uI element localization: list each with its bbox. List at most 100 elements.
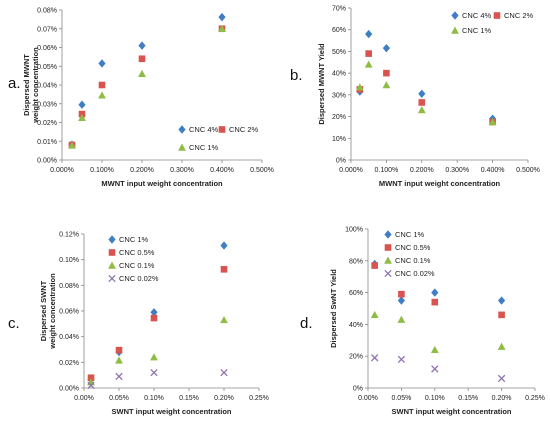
series (371, 259, 506, 305)
series (68, 12, 226, 149)
series (356, 50, 496, 126)
data-point (497, 374, 506, 383)
legend-label: CNC 1% (462, 26, 492, 35)
data-point (365, 50, 372, 57)
data-point (355, 83, 364, 91)
data-point (498, 296, 506, 305)
y-tick-label: 0.07% (37, 26, 57, 33)
data-point (382, 43, 390, 53)
y-axis-title-line: Dispersed SWNT (39, 280, 48, 341)
series (87, 368, 228, 390)
data-point (417, 106, 426, 114)
data-point (87, 381, 95, 390)
y-tick-label: 0.03% (37, 101, 57, 108)
legend: CNC 4% CNC 2% CNC 1% (451, 11, 534, 35)
legend: CNC 1% CNC 0.5% CNC 0.1% CNC 0.02% (108, 235, 159, 283)
y-tick-label: 20% (349, 354, 363, 361)
y-tick-label: 70% (332, 6, 346, 13)
y-tick-label: 40% (332, 71, 346, 78)
legend-marker (451, 26, 459, 34)
data-point (150, 308, 158, 317)
x-tick-label: 0.500% (516, 167, 540, 174)
y-tick-label: 50% (332, 49, 346, 56)
x-tick-label: 0.300% (170, 167, 194, 174)
y-axis-title-line: weight concentration (48, 273, 57, 350)
legend-marker (108, 249, 116, 256)
data-point (218, 24, 226, 32)
data-point (115, 356, 123, 364)
x-tick-label: 0.000% (339, 167, 363, 174)
x-tick-label: 0.10% (425, 395, 445, 402)
legend-marker (178, 125, 186, 134)
data-point (365, 29, 373, 39)
y-tick-label: 0.02% (59, 360, 79, 367)
legend-marker (384, 256, 392, 264)
y-tick-label: 0% (353, 386, 363, 393)
series (68, 24, 226, 149)
y-tick-label: 0.12% (59, 232, 79, 239)
y-axis-title: Dispersed SWNTweight concentration (39, 273, 57, 350)
legend: CNC 4% CNC 2% CNC 1% (178, 125, 259, 152)
y-axis-title-line: Dispersed SwNT Yield (329, 269, 338, 348)
panel-label: b. (290, 67, 303, 84)
data-point (397, 315, 406, 323)
data-point (115, 372, 123, 381)
x-axis-title: SWNT input weight concentration (112, 407, 232, 416)
panel-label: d. (300, 315, 313, 332)
legend-label: CNC 0.5% (119, 248, 155, 257)
panel-1: b. 0% 10% 20% 30% 40% 50% 60% 70% 0.000% 0.100% 0.2… (290, 6, 540, 189)
y-tick-label: 80% (349, 258, 363, 265)
legend-label: CNC 0.5% (395, 243, 431, 252)
y-tick-label: 60% (349, 290, 363, 297)
x-tick-label: 0.20% (214, 395, 234, 402)
y-axis-title: Dispersed SwNT Yield (329, 269, 338, 348)
x-tick-label: 0.00% (358, 395, 378, 402)
data-point (87, 374, 95, 382)
legend-label: CNC 1% (189, 143, 219, 152)
data-point (488, 118, 497, 126)
x-tick-label: 0.200% (130, 167, 154, 174)
data-point (78, 100, 86, 109)
series (355, 60, 497, 126)
legend-marker (178, 143, 186, 151)
series (371, 262, 505, 319)
panel-label: a. (8, 75, 21, 92)
data-point (418, 99, 426, 106)
legend: CNC 1% CNC 0.5% CNC 0.1% CNC 0.02% (384, 230, 435, 278)
data-point (138, 69, 146, 77)
y-tick-label: 100% (345, 227, 363, 234)
legend-label: CNC 2% (504, 11, 534, 20)
data-point (220, 315, 228, 324)
y-tick-label: 0.05% (37, 64, 57, 71)
y-axis-title-line: Dispersed MWNT (22, 54, 31, 116)
data-point (418, 89, 426, 98)
legend-label: CNC 0.1% (119, 261, 155, 270)
y-tick-label: 10% (332, 136, 346, 143)
data-point (497, 342, 506, 350)
x-tick-label: 0.25% (525, 395, 545, 402)
legend-label: CNC 4% (462, 11, 492, 20)
legend-marker (108, 274, 116, 283)
y-tick-label: 30% (332, 92, 346, 99)
data-point (431, 298, 439, 306)
legend-marker (108, 235, 116, 244)
legend-label: CNC 0.02% (119, 274, 159, 283)
data-point (150, 368, 158, 377)
legend-marker (493, 12, 501, 19)
data-point (498, 311, 505, 319)
y-tick-label: 0.06% (59, 309, 79, 316)
legend-label: CNC 1% (395, 230, 425, 239)
data-point (138, 41, 146, 50)
data-point (397, 296, 405, 305)
legend-marker (384, 244, 392, 251)
x-axis-title: MWNT input weight concentration (101, 179, 223, 188)
data-point (371, 262, 378, 269)
y-tick-label: 0.00% (37, 158, 57, 165)
x-tick-label: 0.300% (445, 167, 469, 174)
x-tick-label: 0.000% (50, 167, 74, 174)
x-tick-label: 0.100% (375, 167, 399, 174)
data-point (398, 290, 405, 298)
data-point (220, 241, 228, 250)
x-tick-label: 0.20% (492, 395, 512, 402)
